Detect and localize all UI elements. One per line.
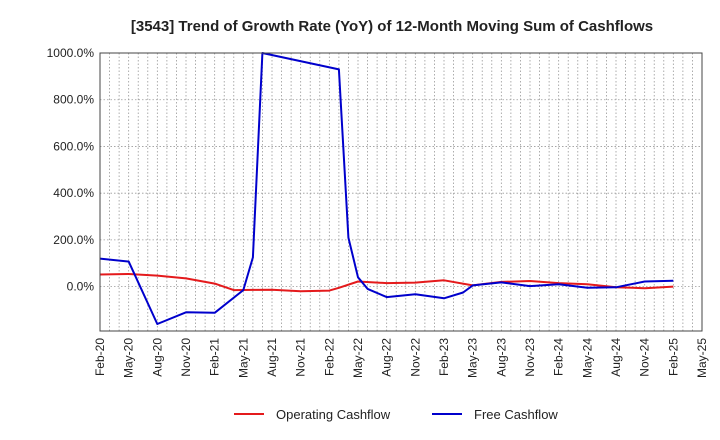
legend: Operating Cashflow Free Cashflow: [234, 407, 558, 422]
grid-lines: [99, 52, 703, 331]
x-tick-label: Aug-21: [265, 338, 279, 377]
x-tick-label: May-22: [351, 338, 365, 378]
x-tick-label: Aug-23: [494, 338, 508, 377]
y-tick-label: 400.0%: [53, 186, 94, 200]
x-tick-label: Feb-20: [93, 338, 107, 376]
legend-label: Operating Cashflow: [276, 407, 391, 422]
y-tick-label: 800.0%: [53, 93, 94, 107]
y-tick-label: 200.0%: [53, 233, 94, 247]
y-tick-label: 0.0%: [67, 280, 95, 294]
x-tick-label: Nov-20: [179, 338, 193, 377]
y-axis-ticks: 1000.0% 800.0% 600.0% 400.0% 200.0% 0.0%: [47, 46, 95, 294]
x-tick-label: Aug-24: [609, 338, 623, 377]
x-tick-label: Feb-22: [322, 338, 336, 376]
series-line-free-cashflow: [99, 52, 674, 325]
y-tick-label: 1000.0%: [47, 46, 95, 60]
x-tick-label: Nov-24: [638, 338, 652, 377]
x-tick-label: May-21: [236, 338, 250, 378]
x-tick-label: Feb-21: [208, 338, 222, 376]
x-axis-ticks: Feb-20 May-20 Aug-20 Nov-20 Feb-21 May-21 Aug-…: [93, 338, 709, 378]
x-tick-label: May-25: [695, 338, 709, 378]
series-line-operating-cashflow: [99, 273, 674, 293]
x-tick-label: Feb-25: [666, 338, 680, 376]
legend-label: Free Cashflow: [474, 407, 558, 422]
y-tick-label: 600.0%: [53, 139, 94, 153]
x-tick-label: Aug-22: [380, 338, 394, 377]
x-tick-label: Nov-22: [408, 338, 422, 377]
plot-frame: [99, 52, 703, 332]
x-tick-label: Feb-23: [437, 338, 451, 376]
x-tick-label: May-20: [122, 338, 136, 378]
x-tick-label: May-24: [580, 338, 594, 378]
chart-title: [3543] Trend of Growth Rate (YoY) of 12-…: [131, 18, 653, 35]
x-tick-label: May-23: [466, 338, 480, 378]
x-tick-label: Nov-21: [294, 338, 308, 377]
plot-lines: [99, 52, 674, 325]
x-tick-label: Nov-23: [523, 338, 537, 377]
x-tick-label: Feb-24: [552, 338, 566, 376]
x-tick-label: Aug-20: [150, 338, 164, 377]
